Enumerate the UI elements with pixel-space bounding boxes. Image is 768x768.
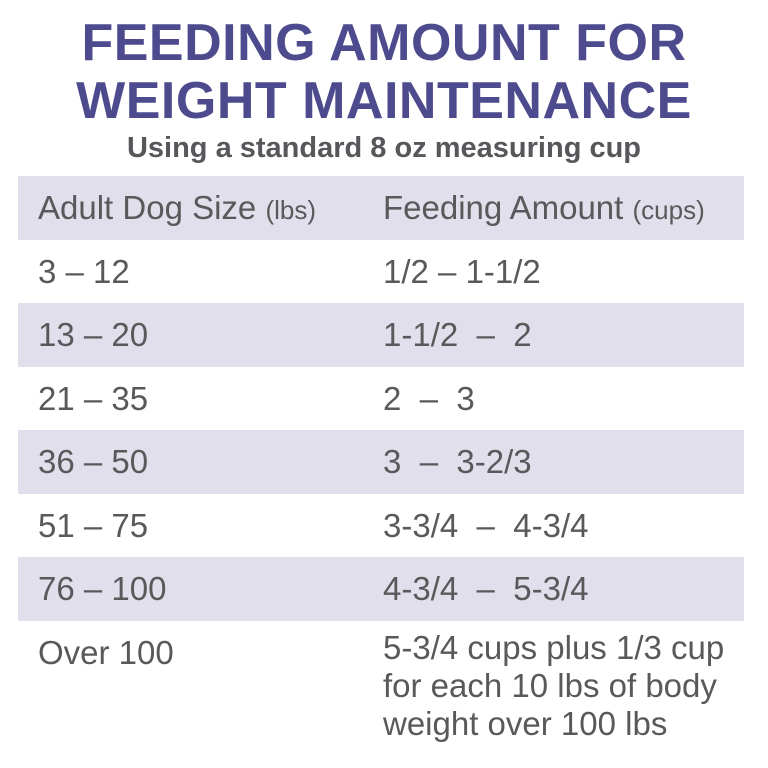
table-row: Over 100 5-3/4 cups plus 1/3 cup for eac… — [18, 621, 744, 751]
header-feeding-amount-unit: (cups) — [632, 195, 705, 225]
dog-size-cell: 3 – 12 — [38, 252, 130, 290]
dog-size-cell: 36 – 50 — [38, 443, 149, 480]
header-dog-size-unit: (lbs) — [265, 195, 317, 225]
table-row: 76 – 100 4-3/4 – 5-3/4 — [18, 557, 744, 621]
header-feeding-amount: Feeding Amount (cups) — [383, 176, 705, 243]
table-row: 13 – 20 1-1/2 – 2 — [18, 303, 744, 367]
feeding-amount-cell: 4-3/4 – 5-3/4 — [383, 570, 589, 607]
feeding-amount-cell: 5-3/4 cups plus 1/3 cup for each 10 lbs … — [383, 628, 725, 742]
page-title: FEEDING AMOUNT FOR WEIGHT MAINTENANCE — [0, 14, 768, 130]
page-subtitle: Using a standard 8 oz measuring cup — [126, 132, 642, 164]
header-dog-size-label: Adult Dog Size — [38, 189, 257, 226]
feeding-amount-cell: 3-3/4 – 4-3/4 — [383, 506, 589, 544]
table-row: 36 – 50 3 – 3-2/3 — [18, 430, 744, 494]
dog-size-cell: Over 100 — [38, 633, 174, 671]
feeding-amount-cell: 1-1/2 – 2 — [383, 316, 532, 353]
table-row: 21 – 35 2 – 3 — [18, 367, 744, 431]
table-header-row: Adult Dog Size (lbs) Feeding Amount (cup… — [18, 176, 744, 240]
table-row: 51 – 75 3-3/4 – 4-3/4 — [18, 494, 744, 558]
feeding-amount-cell: 2 – 3 — [383, 379, 475, 417]
feeding-table: Adult Dog Size (lbs) Feeding Amount (cup… — [18, 176, 744, 751]
dog-size-cell: 13 – 20 — [38, 316, 149, 353]
table-row: 3 – 12 1/2 – 1-1/2 — [18, 240, 744, 304]
title-line-1: FEEDING AMOUNT FOR — [81, 14, 687, 72]
feeding-amount-cell: 3 – 3-2/3 — [383, 443, 532, 480]
dog-size-cell: 21 – 35 — [38, 379, 149, 417]
title-line-2: WEIGHT MAINTENANCE — [76, 72, 692, 130]
header-feeding-amount-label: Feeding Amount — [383, 189, 624, 226]
dog-size-cell: 51 – 75 — [38, 506, 149, 544]
feeding-amount-cell: 1/2 – 1-1/2 — [383, 252, 541, 290]
header-dog-size: Adult Dog Size (lbs) — [38, 176, 316, 243]
dog-size-cell: 76 – 100 — [38, 570, 167, 607]
